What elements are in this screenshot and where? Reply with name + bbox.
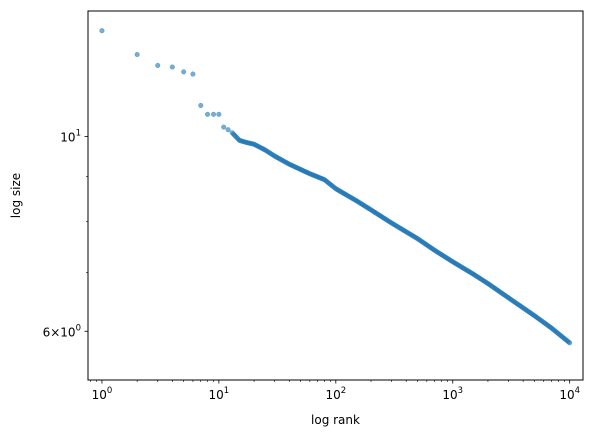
- data-point: [190, 71, 196, 77]
- data-point: [221, 124, 227, 130]
- data-point: [210, 111, 217, 117]
- y-axis-label: log size: [9, 173, 23, 218]
- y-tick-label: 6×100: [43, 323, 81, 339]
- y-axis-ticks: 101 6×100: [43, 129, 88, 339]
- data-point: [155, 62, 161, 68]
- y-tick-label: 101: [60, 129, 81, 145]
- data-point: [99, 28, 105, 34]
- data-point: [169, 64, 175, 70]
- data-point: [181, 69, 187, 75]
- data-point: [225, 127, 231, 133]
- data-point: [204, 111, 211, 117]
- x-tick-label: 102: [325, 386, 346, 402]
- x-tick-label: 100: [92, 386, 113, 402]
- x-axis-label: log rank: [311, 413, 360, 427]
- data-point: [134, 51, 140, 58]
- data-points: [99, 28, 573, 346]
- x-tick-label: 103: [442, 386, 463, 402]
- x-axis-ticks: 100 101 102 103 104: [90, 380, 580, 402]
- x-tick-label: 104: [559, 386, 580, 402]
- data-point: [216, 111, 222, 117]
- data-point: [567, 340, 573, 346]
- x-tick-label: 101: [209, 386, 230, 402]
- data-point: [198, 102, 204, 108]
